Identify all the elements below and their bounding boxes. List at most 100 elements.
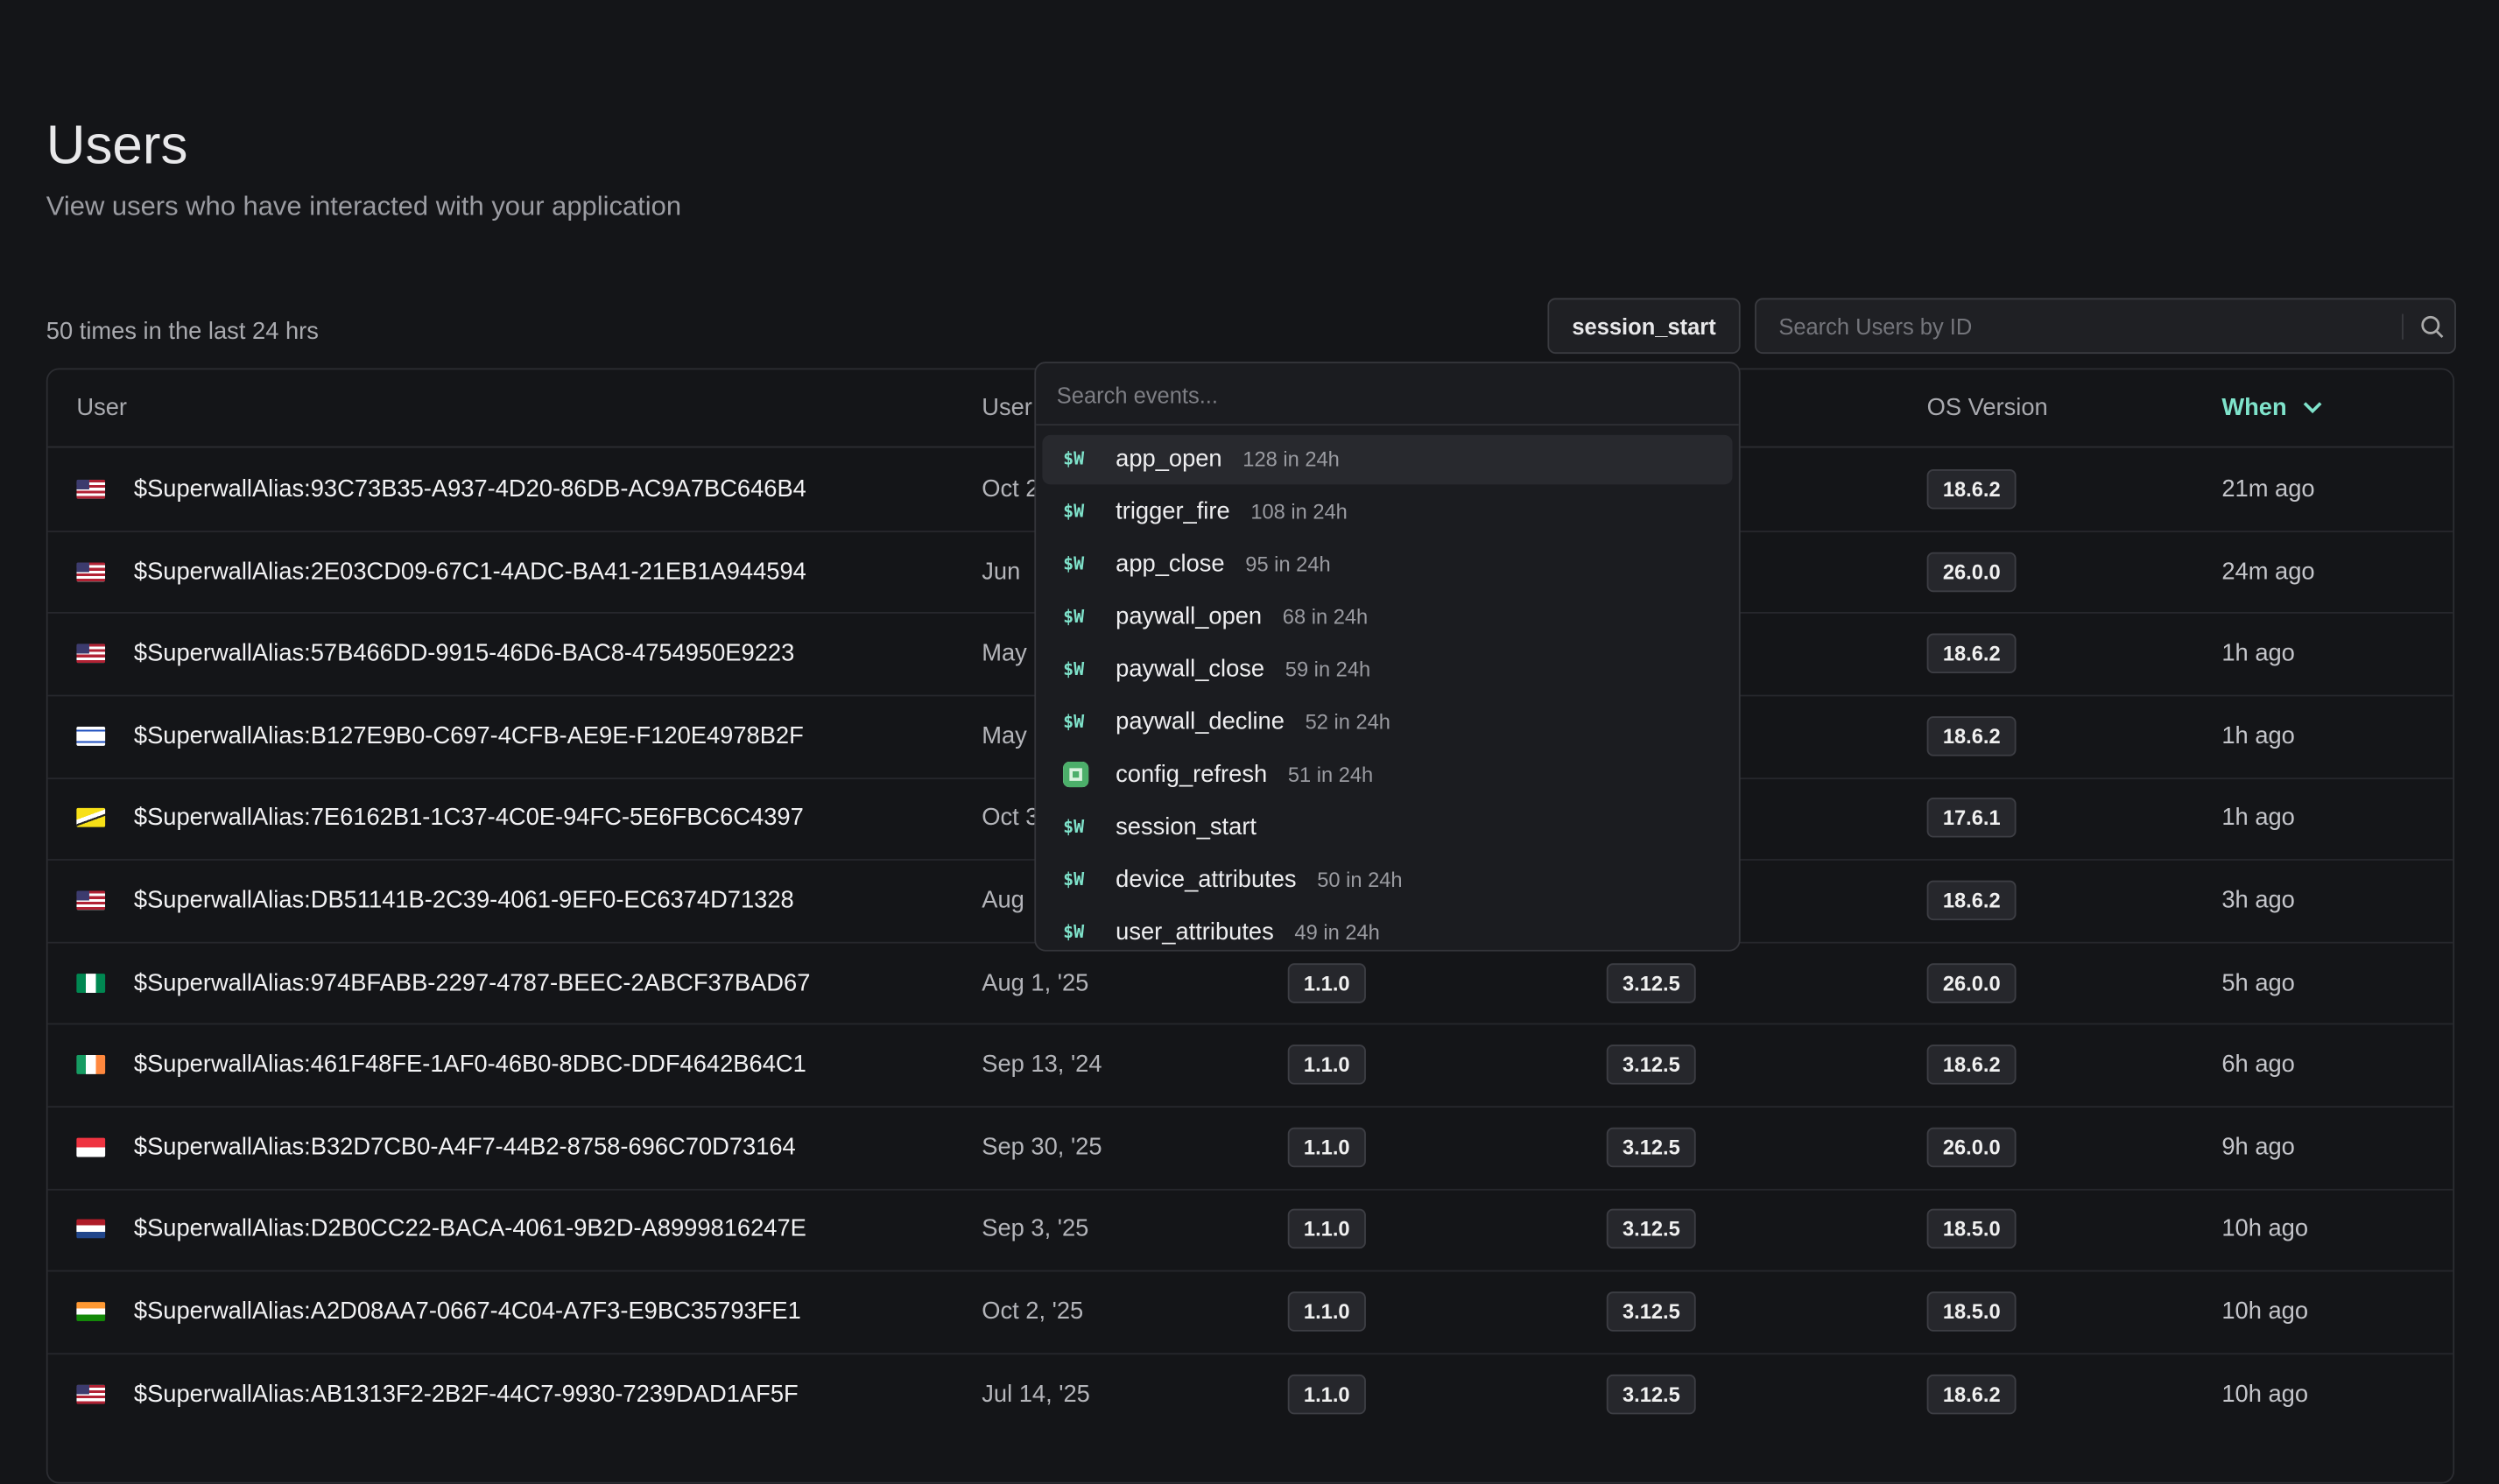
event-icon: $W [1063, 606, 1085, 628]
search-placeholder: Search Users by ID [1778, 313, 1973, 340]
dropdown-search[interactable]: Search events... [1056, 382, 1218, 408]
user-id[interactable]: $SuperwallAlias:93C73B35-A937-4D20-86DB-… [133, 475, 806, 503]
app-version: 1.1.0 [1287, 1127, 1366, 1167]
divider [47, 1270, 2453, 1272]
event-item[interactable] [1042, 434, 1733, 484]
divider [47, 1023, 2453, 1026]
event-icon: $W [1063, 553, 1085, 575]
event-count: 49 in 24h [1294, 920, 1380, 945]
page-subtitle: View users who have interacted with your… [46, 191, 682, 222]
app-version: 1.1.0 [1287, 1209, 1366, 1249]
when: 6h ago [2221, 1051, 2295, 1079]
flag-icon [76, 1220, 106, 1240]
event-name: trigger_fire 108 in 24h [1116, 498, 1348, 525]
user-id[interactable]: $SuperwallAlias:AB1313F2-2B2F-44C7-9930-… [133, 1380, 799, 1408]
column-header: User [982, 394, 1032, 422]
event-count: 52 in 24h [1305, 709, 1390, 735]
user-since: Jun [982, 558, 1021, 586]
event-icon: $W [1063, 816, 1085, 838]
flag-icon [76, 726, 106, 746]
column-header: User [76, 394, 128, 422]
event-count: 95 in 24h [1245, 552, 1331, 577]
flag-icon [76, 561, 106, 581]
search-icon [2421, 315, 2444, 338]
page-title: Users [46, 115, 188, 177]
event-icon [1063, 762, 1089, 788]
event-label: config_refresh [1116, 761, 1268, 789]
event-label: device_attributes [1116, 866, 1297, 894]
event-label: paywall_close [1116, 656, 1265, 683]
when: 5h ago [2221, 968, 2295, 996]
sdk-version: 3.12.5 [1606, 1127, 1696, 1167]
os-version: 18.5.0 [1926, 1209, 2017, 1249]
event-count: 51 in 24h [1287, 762, 1374, 787]
event-name: config_refresh 51 in 24h [1116, 761, 1373, 788]
user-id[interactable]: $SuperwallAlias:57B466DD-9915-46D6-BAC8-… [133, 640, 795, 668]
user-id[interactable]: $SuperwallAlias:B32D7CB0-A4F7-44B2-8758-… [133, 1133, 796, 1161]
user-id[interactable]: $SuperwallAlias:2E03CD09-67C1-4ADC-BA41-… [133, 558, 806, 586]
os-version: 18.5.0 [1926, 1291, 2017, 1332]
event-name: paywall_decline 52 in 24h [1116, 708, 1390, 735]
flag-icon [76, 1384, 106, 1403]
user-since: Oct 2 [982, 475, 1039, 503]
os-version: 18.6.2 [1926, 880, 2017, 921]
when: 1h ago [2221, 640, 2295, 668]
event-icon: $W [1063, 869, 1085, 890]
when: 1h ago [2221, 805, 2295, 832]
os-version: 18.6.2 [1926, 715, 2017, 756]
event-count: 50 in 24h [1317, 868, 1403, 892]
divider [47, 1106, 2453, 1108]
user-id[interactable]: $SuperwallAlias:DB51141B-2C39-4061-9EF0-… [133, 886, 794, 914]
flag-icon [76, 890, 106, 911]
event-name: session_start [1116, 813, 1257, 840]
os-version: 17.6.1 [1926, 798, 2017, 839]
app-version: 1.1.0 [1287, 1044, 1366, 1085]
when: 10h ago [2221, 1298, 2309, 1326]
event-label: app_close [1116, 550, 1225, 578]
user-id[interactable]: $SuperwallAlias:B127E9B0-C697-4CFB-AE9E-… [133, 722, 804, 750]
user-since: Oct 2, '25 [982, 1298, 1084, 1326]
sdk-version: 3.12.5 [1606, 1044, 1696, 1085]
event-label: app_open [1116, 445, 1222, 473]
os-version: 26.0.0 [1926, 962, 2017, 1003]
user-since: May [982, 640, 1027, 668]
divider [2402, 313, 2404, 340]
when: 9h ago [2221, 1133, 2295, 1161]
sdk-version: 3.12.5 [1606, 1291, 1696, 1332]
event-count: 59 in 24h [1285, 657, 1371, 682]
event-button[interactable]: session_start [1547, 298, 1741, 355]
os-version: 26.0.0 [1926, 1127, 2017, 1167]
divider [47, 1188, 2453, 1190]
column-header: OS Version [1926, 394, 2048, 422]
search-box[interactable]: Search Users by ID [1755, 298, 2456, 355]
event-icon: $W [1063, 501, 1085, 523]
user-id[interactable]: $SuperwallAlias:A2D08AA7-0667-4C04-A7F3-… [133, 1298, 801, 1326]
user-id[interactable]: $SuperwallAlias:974BFABB-2297-4787-BEEC-… [133, 968, 811, 996]
user-id[interactable]: $SuperwallAlias:D2B0CC22-BACA-4061-9B2D-… [133, 1215, 806, 1243]
user-id[interactable]: $SuperwallAlias:461F48FE-1AF0-46B0-8DBC-… [133, 1051, 806, 1079]
when: 10h ago [2221, 1215, 2309, 1243]
when: 21m ago [2221, 475, 2315, 503]
event-label: paywall_decline [1116, 708, 1285, 736]
sort-icon [2303, 402, 2322, 414]
column-header[interactable]: When [2221, 394, 2287, 422]
event-dropdown: Search events... $W app_open 128 in 24h $W t… [1034, 362, 1741, 952]
user-id[interactable]: $SuperwallAlias:7E6162B1-1C37-4C0E-94FC-… [133, 805, 804, 832]
sdk-version: 3.12.5 [1606, 962, 1696, 1003]
event-icon: $W [1063, 921, 1085, 943]
user-since: May [982, 722, 1027, 750]
user-since: Aug 1, '25 [982, 968, 1089, 996]
flag-icon [76, 1055, 106, 1075]
event-name: device_attributes 50 in 24h [1116, 866, 1402, 893]
flag-icon [76, 1302, 106, 1321]
app-version: 1.1.0 [1287, 962, 1366, 1003]
when: 10h ago [2221, 1380, 2309, 1408]
os-version: 18.6.2 [1926, 469, 2017, 510]
os-version: 18.6.2 [1926, 1374, 2017, 1414]
user-since: Sep 3, '25 [982, 1215, 1089, 1243]
user-since: Sep 30, '25 [982, 1133, 1102, 1161]
app-version: 1.1.0 [1287, 1291, 1366, 1332]
event-label: trigger_fire [1116, 497, 1230, 525]
user-since: Jul 14, '25 [982, 1380, 1090, 1408]
stage: Users View users who have interacted wit… [46, 115, 2456, 1484]
